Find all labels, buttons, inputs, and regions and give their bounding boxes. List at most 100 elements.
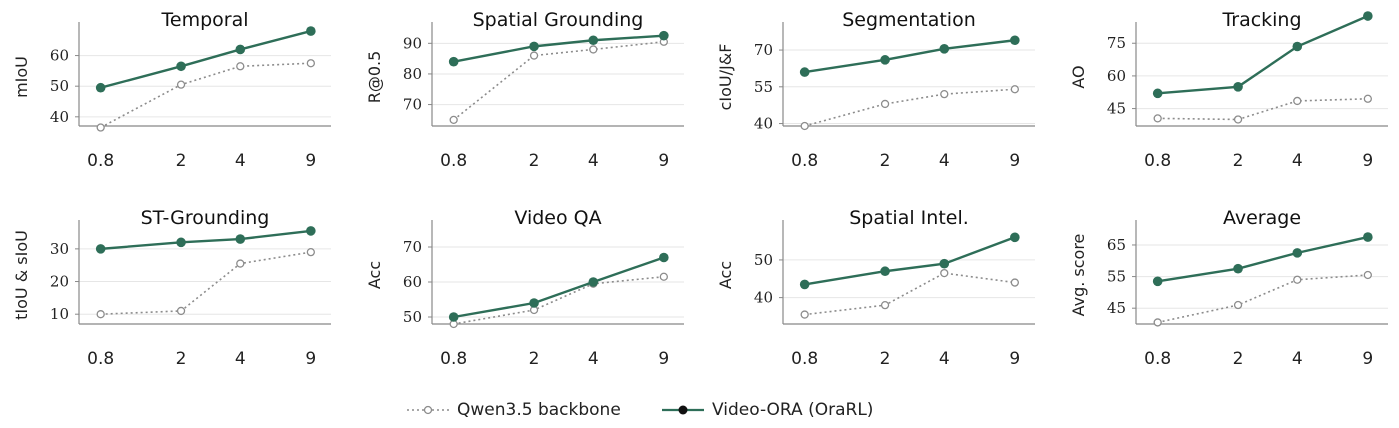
y-tick-label: 50 — [754, 251, 773, 269]
y-axis-label: AO — [1069, 65, 1088, 88]
data-point-model — [1233, 82, 1243, 92]
y-tick-label: 40 — [754, 115, 773, 133]
data-point-backbone — [306, 59, 315, 68]
y-tick-label: 55 — [1107, 268, 1126, 286]
x-tick-label: 9 — [1362, 151, 1373, 171]
legend-model-swatch — [662, 405, 704, 415]
y-tick-label: 50 — [403, 308, 422, 326]
data-point-backbone — [236, 259, 245, 268]
x-tick-label: 0.8 — [87, 349, 114, 369]
data-point-backbone — [96, 123, 105, 132]
chart-title: Spatial Grounding — [473, 9, 644, 31]
data-point-backbone — [1363, 270, 1372, 280]
data-point-model — [799, 67, 810, 77]
series-line-model — [100, 229, 311, 251]
data-point-model — [448, 56, 459, 67]
data-point-backbone — [1010, 278, 1019, 287]
data-point-model — [95, 244, 106, 254]
series-line-backbone — [453, 40, 664, 121]
x-tick-label: 9 — [1009, 349, 1020, 369]
y-tick-label: 70 — [403, 238, 422, 256]
chart-title: Spatial Intel. — [849, 207, 969, 229]
data-point-backbone — [800, 310, 809, 319]
chart-panel-7: 40 50 0.8 2 4 9 Spatial Intel. Acc — [716, 207, 1035, 369]
series-line-model — [453, 256, 665, 319]
data-point-model — [939, 258, 950, 269]
series-line-backbone — [1157, 97, 1368, 121]
chart-panel-2: 70 80 90 0.8 2 4 9 Spatial Grounding R@0.5 — [365, 9, 684, 171]
chart-title: Temporal — [161, 9, 249, 31]
y-tick-label: 30 — [50, 240, 69, 258]
x-tick-label: 9 — [658, 349, 669, 369]
x-tick-label: 4 — [939, 349, 950, 369]
data-point-model — [880, 266, 890, 277]
data-point-model — [1292, 248, 1303, 258]
x-tick-label: 4 — [1292, 151, 1303, 171]
y-tick-label: 90 — [403, 34, 422, 52]
y-tick-label: 45 — [1107, 100, 1126, 118]
y-tick-label: 75 — [1107, 34, 1126, 52]
y-tick-label: 70 — [403, 96, 422, 114]
x-tick-label: 0.8 — [87, 151, 114, 171]
x-tick-label: 9 — [658, 151, 669, 171]
data-point-model — [659, 252, 669, 263]
series-line-model — [100, 29, 312, 89]
data-point-backbone — [306, 247, 315, 257]
x-tick-label: 2 — [176, 151, 187, 171]
x-tick-label: 0.8 — [791, 151, 818, 171]
data-point-backbone — [589, 45, 598, 54]
x-tick-label: 0.8 — [1144, 151, 1171, 171]
legend-backbone-swatch — [407, 405, 449, 415]
data-point-model — [659, 30, 669, 41]
chart-panel-1: 40 50 60 0.8 2 4 9 Temporal mIoU — [12, 9, 331, 171]
x-tick-label: 2 — [1233, 151, 1244, 171]
series-line-model — [453, 34, 664, 63]
data-point-model — [588, 277, 599, 287]
series-line-model — [1157, 14, 1369, 95]
data-point-backbone — [1233, 115, 1243, 124]
x-tick-label: 4 — [588, 151, 599, 171]
data-point-model — [1010, 232, 1020, 243]
data-point-model — [1010, 35, 1020, 46]
data-point-model — [529, 298, 539, 308]
chart-title: ST-Grounding — [141, 207, 270, 229]
data-point-backbone — [1293, 96, 1302, 106]
data-point-backbone — [1153, 318, 1162, 327]
series-line-backbone — [804, 88, 1015, 127]
x-tick-label: 2 — [176, 349, 187, 369]
data-point-model — [588, 35, 599, 46]
x-tick-label: 2 — [880, 151, 891, 171]
y-axis-label: cIoU/J&F — [716, 44, 735, 111]
x-tick-label: 0.8 — [791, 349, 818, 369]
data-point-model — [799, 279, 810, 290]
chart-title: Average — [1223, 207, 1301, 229]
series-line-model — [1157, 235, 1369, 283]
legend-model-label: Video-ORA (OraRL) — [712, 400, 874, 420]
data-point-backbone — [176, 80, 186, 89]
x-tick-label: 2 — [1233, 349, 1244, 369]
data-point-backbone — [940, 268, 949, 278]
data-point-model — [95, 82, 106, 93]
x-tick-label: 9 — [305, 151, 316, 171]
data-point-backbone — [1233, 300, 1243, 310]
y-tick-label: 45 — [1107, 299, 1126, 317]
y-tick-label: 10 — [50, 305, 69, 323]
data-point-backbone — [176, 306, 186, 316]
series-line-backbone — [453, 275, 664, 325]
x-tick-label: 9 — [1009, 151, 1020, 171]
y-axis-label: R@0.5 — [365, 51, 384, 104]
data-point-backbone — [236, 62, 245, 71]
x-tick-label: 2 — [529, 349, 540, 369]
chart-panel-4: 45 60 75 0.8 2 4 9 Tracking AO — [1069, 9, 1388, 171]
chart-title: Segmentation — [842, 9, 976, 31]
chart-panel-6: 50 60 70 0.8 2 4 9 Video QA Acc — [365, 207, 684, 369]
x-tick-label: 2 — [529, 151, 540, 171]
data-point-backbone — [880, 99, 890, 109]
x-tick-label: 4 — [235, 151, 246, 171]
series-line-backbone — [1157, 274, 1368, 324]
y-axis-label: Acc — [365, 261, 384, 289]
x-tick-label: 2 — [880, 349, 891, 369]
x-tick-label: 4 — [939, 151, 950, 171]
data-point-backbone — [880, 301, 890, 310]
x-tick-label: 4 — [1292, 349, 1303, 369]
